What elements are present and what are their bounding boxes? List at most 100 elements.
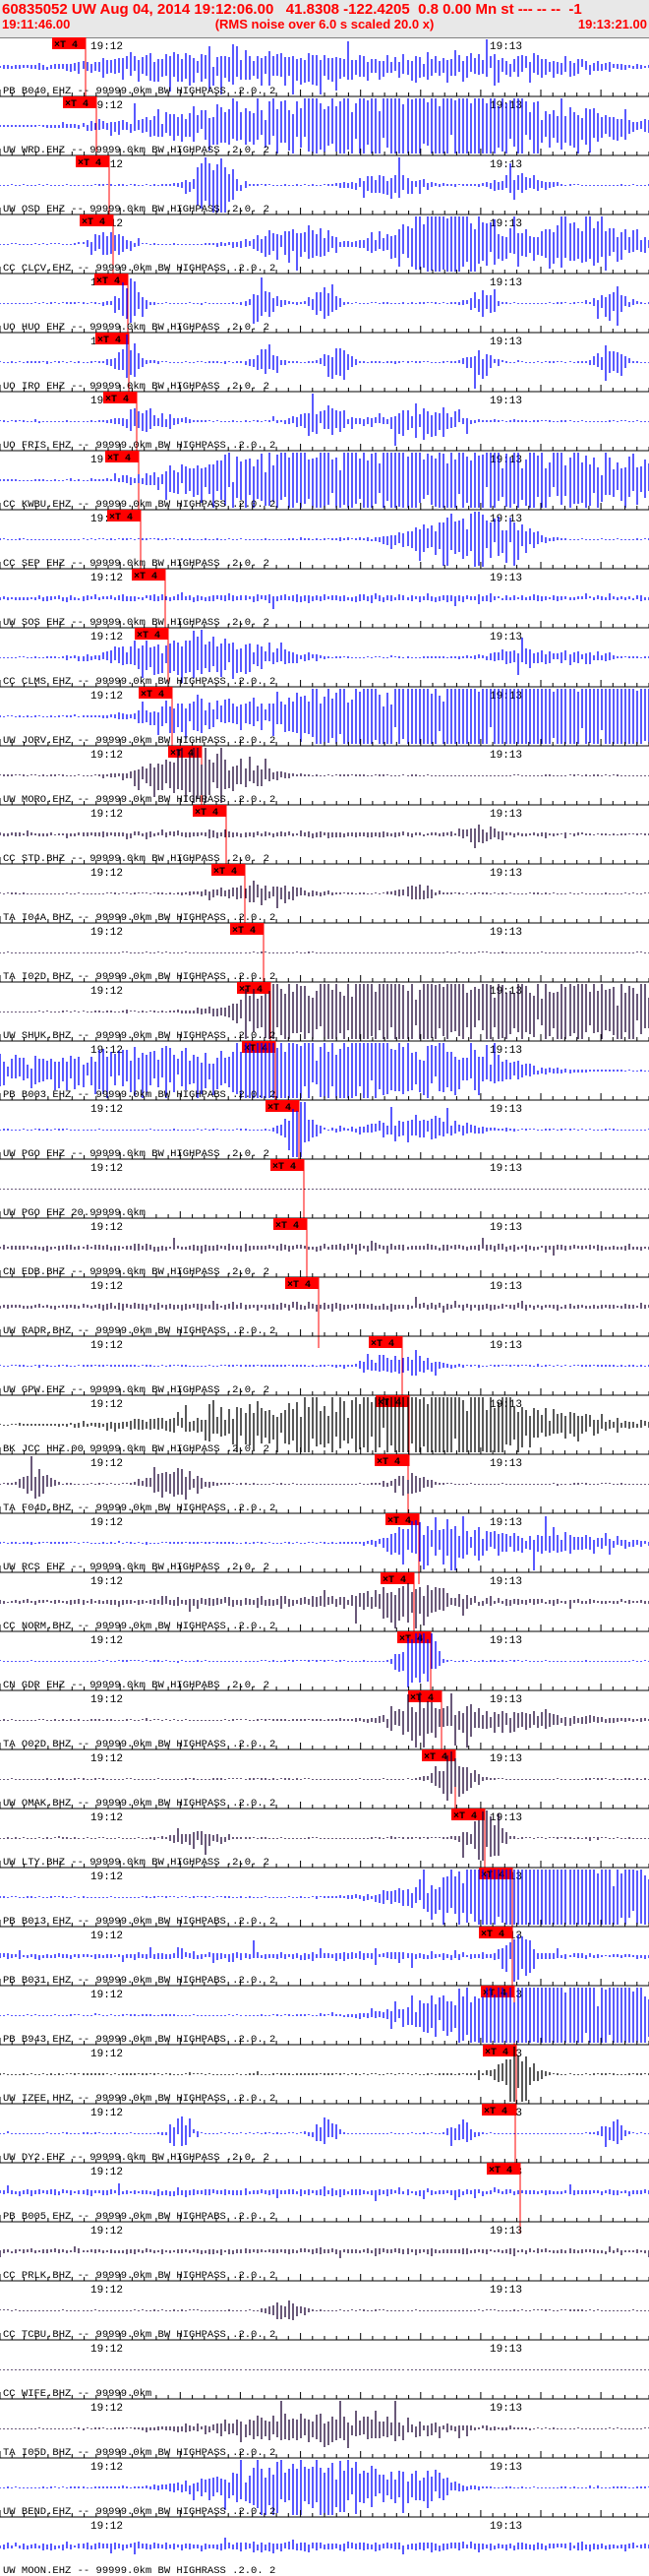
svg-text:×T 4: ×T 4: [424, 1752, 447, 1763]
svg-text:CC KWBU.EHZ -- 99999.0km BW HI: CC KWBU.EHZ -- 99999.0km BW HIGHPASS .2.…: [3, 499, 275, 511]
svg-text:19:12: 19:12: [90, 573, 123, 584]
svg-text:19:13: 19:13: [490, 868, 522, 880]
svg-text:TA I05D BHZ -- 99999.0km BW HI: TA I05D BHZ -- 99999.0km BW HIGHPASS .2.…: [3, 2447, 275, 2459]
svg-text:19:13: 19:13: [490, 809, 522, 821]
svg-text:×T 4: ×T 4: [97, 336, 121, 346]
svg-text:TA I02D BHZ -- 99999.0km BW HI: TA I02D BHZ -- 99999.0km BW HIGHPASS .2.…: [3, 971, 275, 983]
svg-text:19:12: 19:12: [90, 2344, 123, 2356]
svg-text:19:13: 19:13: [490, 573, 522, 584]
svg-text:19:13: 19:13: [490, 1694, 522, 1706]
svg-text:UW SOS EHZ -- 99999.0km BW HIG: UW SOS EHZ -- 99999.0km BW HIGHPASS .2.0…: [3, 617, 269, 629]
svg-text:CC STD.BHZ -- 99999.0km BW HIG: CC STD.BHZ -- 99999.0km BW HIGHPASS .2.0…: [3, 853, 269, 865]
svg-text:CC CLCV.EHZ -- 99999.0km BW HI: CC CLCV.EHZ -- 99999.0km BW HIGHPASS .2.…: [3, 263, 275, 275]
svg-text:19:12: 19:12: [90, 1871, 123, 1883]
svg-text:19:13: 19:13: [490, 2521, 522, 2533]
svg-text:×T 4: ×T 4: [481, 1930, 504, 1940]
svg-text:×T 4: ×T 4: [137, 631, 160, 642]
svg-text:19:12: 19:12: [90, 986, 123, 998]
svg-text:×T 4: ×T 4: [410, 1693, 434, 1704]
svg-text:UW MORO.EHZ -- 99999.0km BW HI: UW MORO.EHZ -- 99999.0km BW HIGHRASS .2.…: [3, 794, 275, 806]
svg-text:19:13: 19:13: [490, 1340, 522, 1352]
svg-text:19:13: 19:13: [490, 2226, 522, 2238]
svg-text:19:13: 19:13: [490, 1458, 522, 1470]
svg-text:19:13: 19:13: [490, 2285, 522, 2297]
svg-text:19:12: 19:12: [90, 1576, 123, 1588]
svg-text:19:12: 19:12: [90, 691, 123, 703]
svg-text:19:13: 19:13: [490, 750, 522, 762]
svg-text:19:12: 19:12: [90, 1281, 123, 1293]
svg-text:×T 4: ×T 4: [141, 690, 164, 701]
svg-text:19:12: 19:12: [90, 809, 123, 821]
svg-text:19:12: 19:12: [90, 1458, 123, 1470]
svg-text:UW DY2.EHZ -- 99999.0km BW HIG: UW DY2.EHZ -- 99999.0km BW HIGHPASS .2.0…: [3, 2152, 269, 2164]
svg-text:UW WRD.EHZ -- 99999.0km BW HIG: UW WRD.EHZ -- 99999.0km BW HIGHPASS .2.0…: [3, 145, 269, 156]
svg-text:PB B943 EHZ -- 99999.0km BW HI: PB B943 EHZ -- 99999.0km BW HIGHPABS .2.…: [3, 2034, 275, 2046]
svg-text:×T 4: ×T 4: [453, 1811, 477, 1822]
svg-text:×T 4: ×T 4: [107, 454, 131, 464]
svg-text:19:13: 19:13: [490, 2462, 522, 2474]
svg-text:TA I04A BHZ -- 99999.0km BW HI: TA I04A BHZ -- 99999.0km BW HIGHPASS .2.…: [3, 912, 275, 924]
svg-text:19:12: 19:12: [90, 1990, 123, 2001]
svg-text:19:12: 19:12: [90, 927, 123, 939]
svg-text:19:12: 19:12: [90, 1163, 123, 1175]
svg-text:×T 4: ×T 4: [109, 513, 133, 523]
svg-text:UW LTY.BHZ -- 99999.0km BW HIG: UW LTY.BHZ -- 99999.0km BW HIGHPASS .2.0…: [3, 1857, 269, 1869]
svg-text:×T 4: ×T 4: [489, 2166, 512, 2177]
svg-text:19:12: 19:12: [90, 2108, 123, 2119]
svg-text:19:12: 19:12: [90, 1812, 123, 1824]
svg-text:UW PGO EHZ 20.99999.0km: UW PGO EHZ 20.99999.0km: [3, 1207, 146, 1219]
svg-text:CC SEP EHZ -- 99999.0km BW HIG: CC SEP EHZ -- 99999.0km BW HIGHPASS .2.0…: [3, 558, 269, 570]
svg-text:19:12: 19:12: [90, 2226, 123, 2238]
svg-text:19:13: 19:13: [490, 1104, 522, 1116]
svg-text:CC NORM.BHZ -- 99999.0km BW HI: CC NORM.BHZ -- 99999.0km BW HIGHPASS .2.…: [3, 1621, 275, 1632]
svg-text:×T 4: ×T 4: [371, 1339, 394, 1350]
svg-text:×T 4: ×T 4: [485, 2048, 508, 2058]
svg-text:PB B003 EHZ -- 99999.0km BW HI: PB B003 EHZ -- 99999.0km BW HIGHPABS .2.…: [3, 1089, 275, 1101]
svg-text:×T 4: ×T 4: [377, 1457, 400, 1468]
svg-text:19:12: 19:12: [90, 868, 123, 880]
svg-text:TA O02D BHZ -- 99999.0km BW HI: TA O02D BHZ -- 99999.0km BW HIGHPASS .2.…: [3, 1739, 275, 1750]
svg-text:×T 4: ×T 4: [484, 2107, 507, 2117]
svg-text:PB B031 EHZ -- 99999.0km BW HI: PB B031 EHZ -- 99999.0km BW HIGHPABS .2.…: [3, 1975, 275, 1987]
svg-text:19:13: 19:13: [490, 337, 522, 348]
svg-text:19:13: 19:13: [490, 2403, 522, 2415]
svg-text:PB B040 EHZ -- 99999.0km BW HI: PB B040 EHZ -- 99999.0km BW HIGHPASS .2.…: [3, 86, 275, 97]
svg-text:×T 4: ×T 4: [82, 217, 105, 228]
svg-text:UW MOON.EHZ -- 99999.0km BW HI: UW MOON.EHZ -- 99999.0km BW HIGHRASS .2.…: [3, 2565, 275, 2576]
svg-text:CC PRLK.BHZ -- 99999.0km BW HI: CC PRLK.BHZ -- 99999.0km BW HIGHPASS .2.…: [3, 2270, 275, 2282]
svg-text:19:13: 19:13: [490, 159, 522, 171]
svg-text:UW JORV.EHZ -- 99999.0km BW HI: UW JORV.EHZ -- 99999.0km BW HIGHPASS .2.…: [3, 735, 275, 747]
svg-text:UO FRIS EHZ -- 99999.0km BW HI: UO FRIS EHZ -- 99999.0km BW HIGHPASS .2.…: [3, 440, 275, 452]
svg-text:CN EDB.BHZ -- 99999.0km BW HIG: CN EDB.BHZ -- 99999.0km BW HIGHPASS .2.0…: [3, 1266, 269, 1278]
svg-text:19:13: 19:13: [490, 1222, 522, 1234]
svg-text:×T 4: ×T 4: [383, 1575, 406, 1586]
svg-text:19:13: 19:13: [490, 1753, 522, 1765]
svg-text:19:13: 19:13: [490, 1517, 522, 1529]
svg-text:19:12: 19:12: [90, 2462, 123, 2474]
svg-text:19:12: 19:12: [90, 2049, 123, 2060]
svg-text:UW GPW.EHZ -- 99999.0km BW HIG: UW GPW.EHZ -- 99999.0km BW HIGHPASS .2.0…: [3, 1384, 269, 1396]
svg-text:19:12: 19:12: [90, 1045, 123, 1057]
svg-text:19:12: 19:12: [90, 1931, 123, 1942]
svg-text:×T 4: ×T 4: [267, 1103, 291, 1114]
svg-text:19:13: 19:13: [490, 1635, 522, 1647]
svg-text:CC WIFE.BHZ -- 99999.0km: CC WIFE.BHZ -- 99999.0km: [3, 2388, 151, 2400]
svg-text:×T 4: ×T 4: [287, 1280, 311, 1291]
svg-text:19:13: 19:13: [490, 1812, 522, 1824]
svg-text:UO HUO EHZ -- 99999.0km BW HIG: UO HUO EHZ -- 99999.0km BW HIGHPASS .2.0…: [3, 322, 269, 334]
svg-text:×T 4: ×T 4: [213, 867, 237, 878]
svg-text:19:13: 19:13: [490, 277, 522, 289]
svg-text:19:13: 19:13: [490, 396, 522, 407]
svg-text:19:12: 19:12: [90, 1635, 123, 1647]
svg-text:CC TCBU.BHZ -- 99999.0km BW HI: CC TCBU.BHZ -- 99999.0km BW HIGHPASS .2.…: [3, 2329, 275, 2341]
svg-text:×T 4: ×T 4: [96, 276, 120, 287]
svg-text:×T 4: ×T 4: [134, 572, 157, 583]
svg-text:19:12: 19:12: [90, 2403, 123, 2415]
svg-text:TA F04D.BHZ -- 99999.0km BW HI: TA F04D.BHZ -- 99999.0km BW HIGHPASS .2.…: [3, 1503, 275, 1514]
svg-text:×T 4: ×T 4: [54, 40, 78, 51]
svg-text:19:13: 19:13: [490, 1576, 522, 1588]
svg-text:19:12: 19:12: [90, 750, 123, 762]
svg-text:UW OMAK.BHZ -- 99999.0km BW HI: UW OMAK.BHZ -- 99999.0km BW HIGHPASS .2.…: [3, 1798, 275, 1809]
svg-text:19:13: 19:13: [490, 1281, 522, 1293]
svg-text:19:12: 19:12: [90, 1222, 123, 1234]
